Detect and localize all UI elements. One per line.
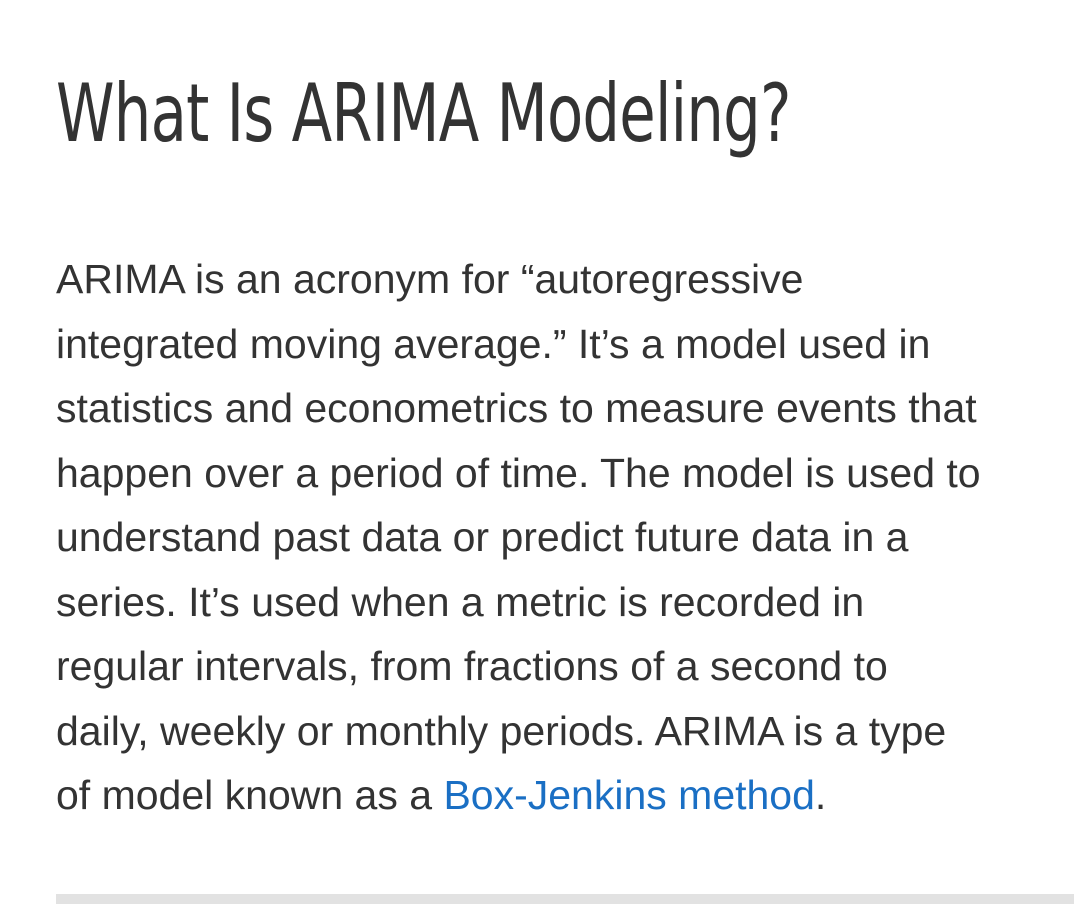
paragraph-line: integrated moving average.” It’s a model… [56, 320, 931, 367]
paragraph-last-line: of model known as a Box-Jenkins method. [56, 763, 1066, 828]
paragraph-line: happen over a period of time. The model … [56, 449, 981, 496]
paragraph-line: series. It’s used when a metric is recor… [56, 578, 865, 625]
page-title: What Is ARIMA Modeling? [56, 67, 791, 160]
paragraph-line: ARIMA is an acronym for “autoregressive [56, 256, 804, 302]
paragraph-text: of model known as a [56, 772, 444, 818]
box-jenkins-method-link[interactable]: Box-Jenkins method [443, 772, 815, 818]
paragraph-period: . [814, 772, 827, 818]
paragraph-line: statistics and econometrics to measure e… [56, 385, 977, 431]
paragraph-line: understand past data or predict future d… [56, 514, 909, 560]
article-paragraph: ARIMA is an acronym for “autoregressive … [56, 247, 1066, 828]
paragraph-line: daily, weekly or monthly periods. ARIMA … [56, 707, 947, 754]
section-divider [56, 894, 1074, 904]
paragraph-line: regular intervals, from fractions of a s… [56, 643, 888, 689]
